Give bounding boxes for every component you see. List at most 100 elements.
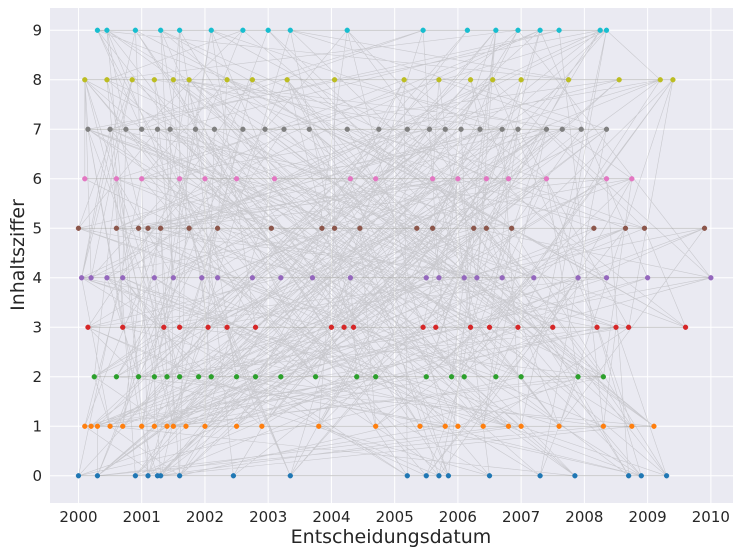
data-point [208, 27, 214, 33]
data-point [347, 176, 354, 182]
x-tick-label: 2005 [376, 508, 414, 526]
data-point [436, 275, 442, 281]
data-point [284, 77, 290, 83]
data-point [467, 324, 474, 330]
data-point [401, 77, 407, 83]
data-point [550, 324, 556, 330]
data-point [88, 423, 94, 429]
data-point [120, 275, 126, 281]
data-point [85, 324, 91, 330]
data-point [455, 176, 461, 182]
data-point [139, 126, 145, 132]
data-point [556, 423, 562, 429]
data-point [373, 176, 379, 182]
x-tick-label: 2004 [312, 508, 350, 526]
data-point [208, 374, 214, 380]
data-points [75, 27, 714, 479]
data-point [82, 423, 88, 429]
data-point [91, 374, 97, 380]
data-point [537, 27, 543, 33]
data-point [312, 374, 319, 380]
data-point [404, 473, 410, 479]
data-point [123, 126, 129, 132]
data-point [316, 423, 322, 429]
plot-background [50, 8, 733, 503]
data-point [417, 423, 423, 429]
x-tick-label: 2003 [249, 508, 287, 526]
data-point [423, 275, 429, 281]
data-point [357, 225, 363, 231]
data-point [170, 423, 176, 429]
data-point [186, 225, 192, 231]
y-axis-ticks: 0 1 2 3 4 5 6 7 8 9 [32, 21, 42, 484]
data-point [202, 176, 208, 182]
data-point [75, 473, 82, 479]
data-point [603, 126, 610, 132]
data-point [287, 473, 293, 479]
data-point [670, 77, 676, 83]
data-point [420, 324, 426, 330]
data-point [195, 374, 202, 380]
x-axis-title: Entscheidungsdatum [291, 526, 492, 547]
data-point [436, 77, 442, 83]
data-point [158, 225, 164, 231]
data-point [158, 27, 164, 33]
data-point [287, 27, 293, 33]
data-point [373, 423, 379, 429]
data-point [85, 126, 91, 132]
data-point [186, 77, 192, 83]
data-point [120, 324, 126, 330]
data-point [167, 126, 173, 132]
data-point [663, 473, 670, 479]
data-point [493, 27, 499, 33]
data-point [600, 423, 607, 429]
data-point [423, 374, 429, 380]
data-point [151, 77, 157, 83]
data-point [252, 324, 259, 330]
data-point [629, 176, 635, 182]
data-point [132, 27, 139, 33]
data-point [233, 374, 240, 380]
data-point [151, 423, 157, 429]
data-point [505, 176, 512, 182]
data-point [603, 275, 610, 281]
y-tick-label: 9 [32, 21, 42, 39]
data-point [486, 324, 493, 330]
data-point [82, 176, 88, 182]
data-point [214, 275, 221, 281]
data-point [354, 374, 360, 380]
data-point [518, 77, 524, 83]
data-point [543, 176, 550, 182]
data-point [575, 275, 581, 281]
data-point [211, 126, 218, 132]
x-tick-label: 2009 [629, 508, 667, 526]
data-point [262, 126, 268, 132]
y-tick-label: 6 [32, 170, 42, 188]
data-point [268, 225, 274, 231]
data-point [471, 225, 477, 231]
y-tick-label: 4 [32, 269, 42, 287]
data-point [556, 27, 562, 33]
data-point [104, 77, 110, 83]
data-point [455, 423, 461, 429]
data-point [461, 275, 467, 281]
data-point [176, 176, 183, 182]
data-point [629, 423, 635, 429]
x-tick-label: 2008 [565, 508, 603, 526]
data-point [477, 126, 483, 132]
data-point [537, 473, 543, 479]
data-point [483, 176, 490, 182]
data-point [626, 473, 632, 479]
data-point [591, 225, 597, 231]
data-point [429, 225, 436, 231]
data-point [249, 275, 256, 281]
data-point [82, 77, 88, 83]
data-point [423, 473, 429, 479]
y-tick-label: 2 [32, 368, 42, 386]
data-point [129, 77, 135, 83]
data-point [486, 473, 493, 479]
data-point [306, 126, 312, 132]
data-point [145, 473, 151, 479]
data-point [331, 77, 338, 83]
